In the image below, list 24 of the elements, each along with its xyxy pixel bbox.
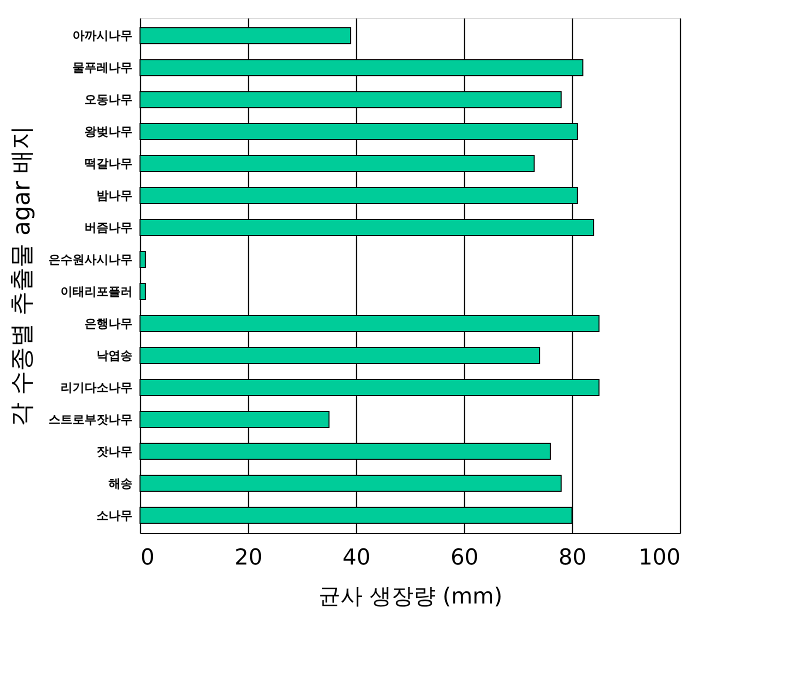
x-tick-label: 100 — [638, 546, 680, 570]
y-tick-label: 잣나무 — [96, 444, 132, 458]
y-tick-label: 왕벚나무 — [84, 124, 132, 139]
y-tick-label: 물푸레나무 — [72, 60, 132, 75]
x-tick-label: 40 — [342, 546, 370, 570]
y-tick-label: 아까시나무 — [72, 28, 132, 43]
y-tick-label: 이태리포플러 — [60, 284, 132, 298]
y-tick-label: 버즘나무 — [84, 220, 132, 235]
y-tick-label: 떡갈나무 — [84, 156, 132, 171]
x-axis-title: 균사 생장량 (mm) — [318, 584, 503, 610]
x-tick-label: 60 — [450, 546, 478, 570]
y-tick-label: 은수원사시나무 — [48, 252, 132, 267]
y-axis-title: 각 수종별 추출물 agar 배지 — [8, 125, 36, 427]
y-tick-label: 밤나무 — [96, 188, 132, 203]
y-tick-label: 리기다소나무 — [60, 380, 132, 394]
y-tick-label: 은행나무 — [84, 316, 132, 330]
y-tick-label: 오동나무 — [84, 92, 132, 107]
y-tick-label: 낙엽송 — [96, 348, 132, 362]
y-tick-label: 소나무 — [96, 508, 132, 522]
x-tick-label: 0 — [140, 546, 154, 570]
y-tick-label: 해송 — [108, 476, 132, 490]
x-tick-label: 20 — [234, 546, 262, 570]
x-tick-label: 80 — [558, 546, 586, 570]
y-tick-label: 스트로부잣나무 — [48, 412, 132, 426]
